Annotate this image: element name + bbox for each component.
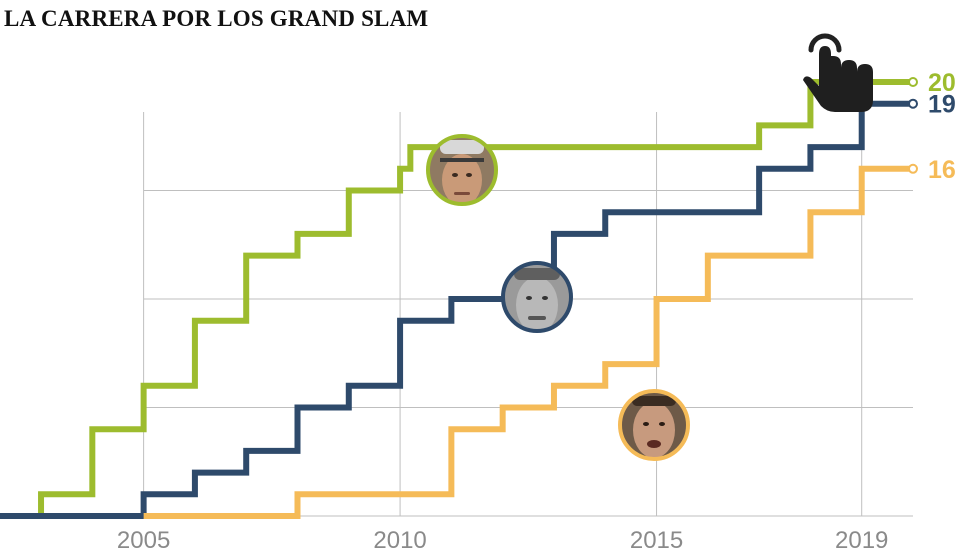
x-tick-label: 2019 [835,527,888,554]
series-lines [0,79,913,519]
x-tick-label: 2010 [373,527,426,554]
hand-pointer-icon[interactable] [803,33,873,112]
chart-title: LA CARRERA POR LOS GRAND SLAM [4,6,429,31]
nadal-photo-icon[interactable] [501,261,573,333]
x-axis-ticks: 2005 2010 2015 2019 [117,527,888,554]
x-tick-label: 2015 [630,527,683,554]
federer-end-label: 20 [928,69,956,97]
federer-end-marker [908,77,918,87]
djokovic-end-label: 16 [928,156,956,184]
nadal-end-marker [908,98,918,109]
djokovic-series-line [143,165,913,519]
x-tick-label: 2005 [117,527,170,554]
djokovic-photo-icon[interactable] [618,389,690,461]
djokovic-end-marker [908,163,918,174]
nadal-series-line [0,100,913,519]
federer-photo-icon[interactable] [426,134,498,206]
nadal-end-label: 19 [928,91,956,119]
end-labels: 2019 16 [908,69,956,184]
federer-series-line [0,79,913,519]
